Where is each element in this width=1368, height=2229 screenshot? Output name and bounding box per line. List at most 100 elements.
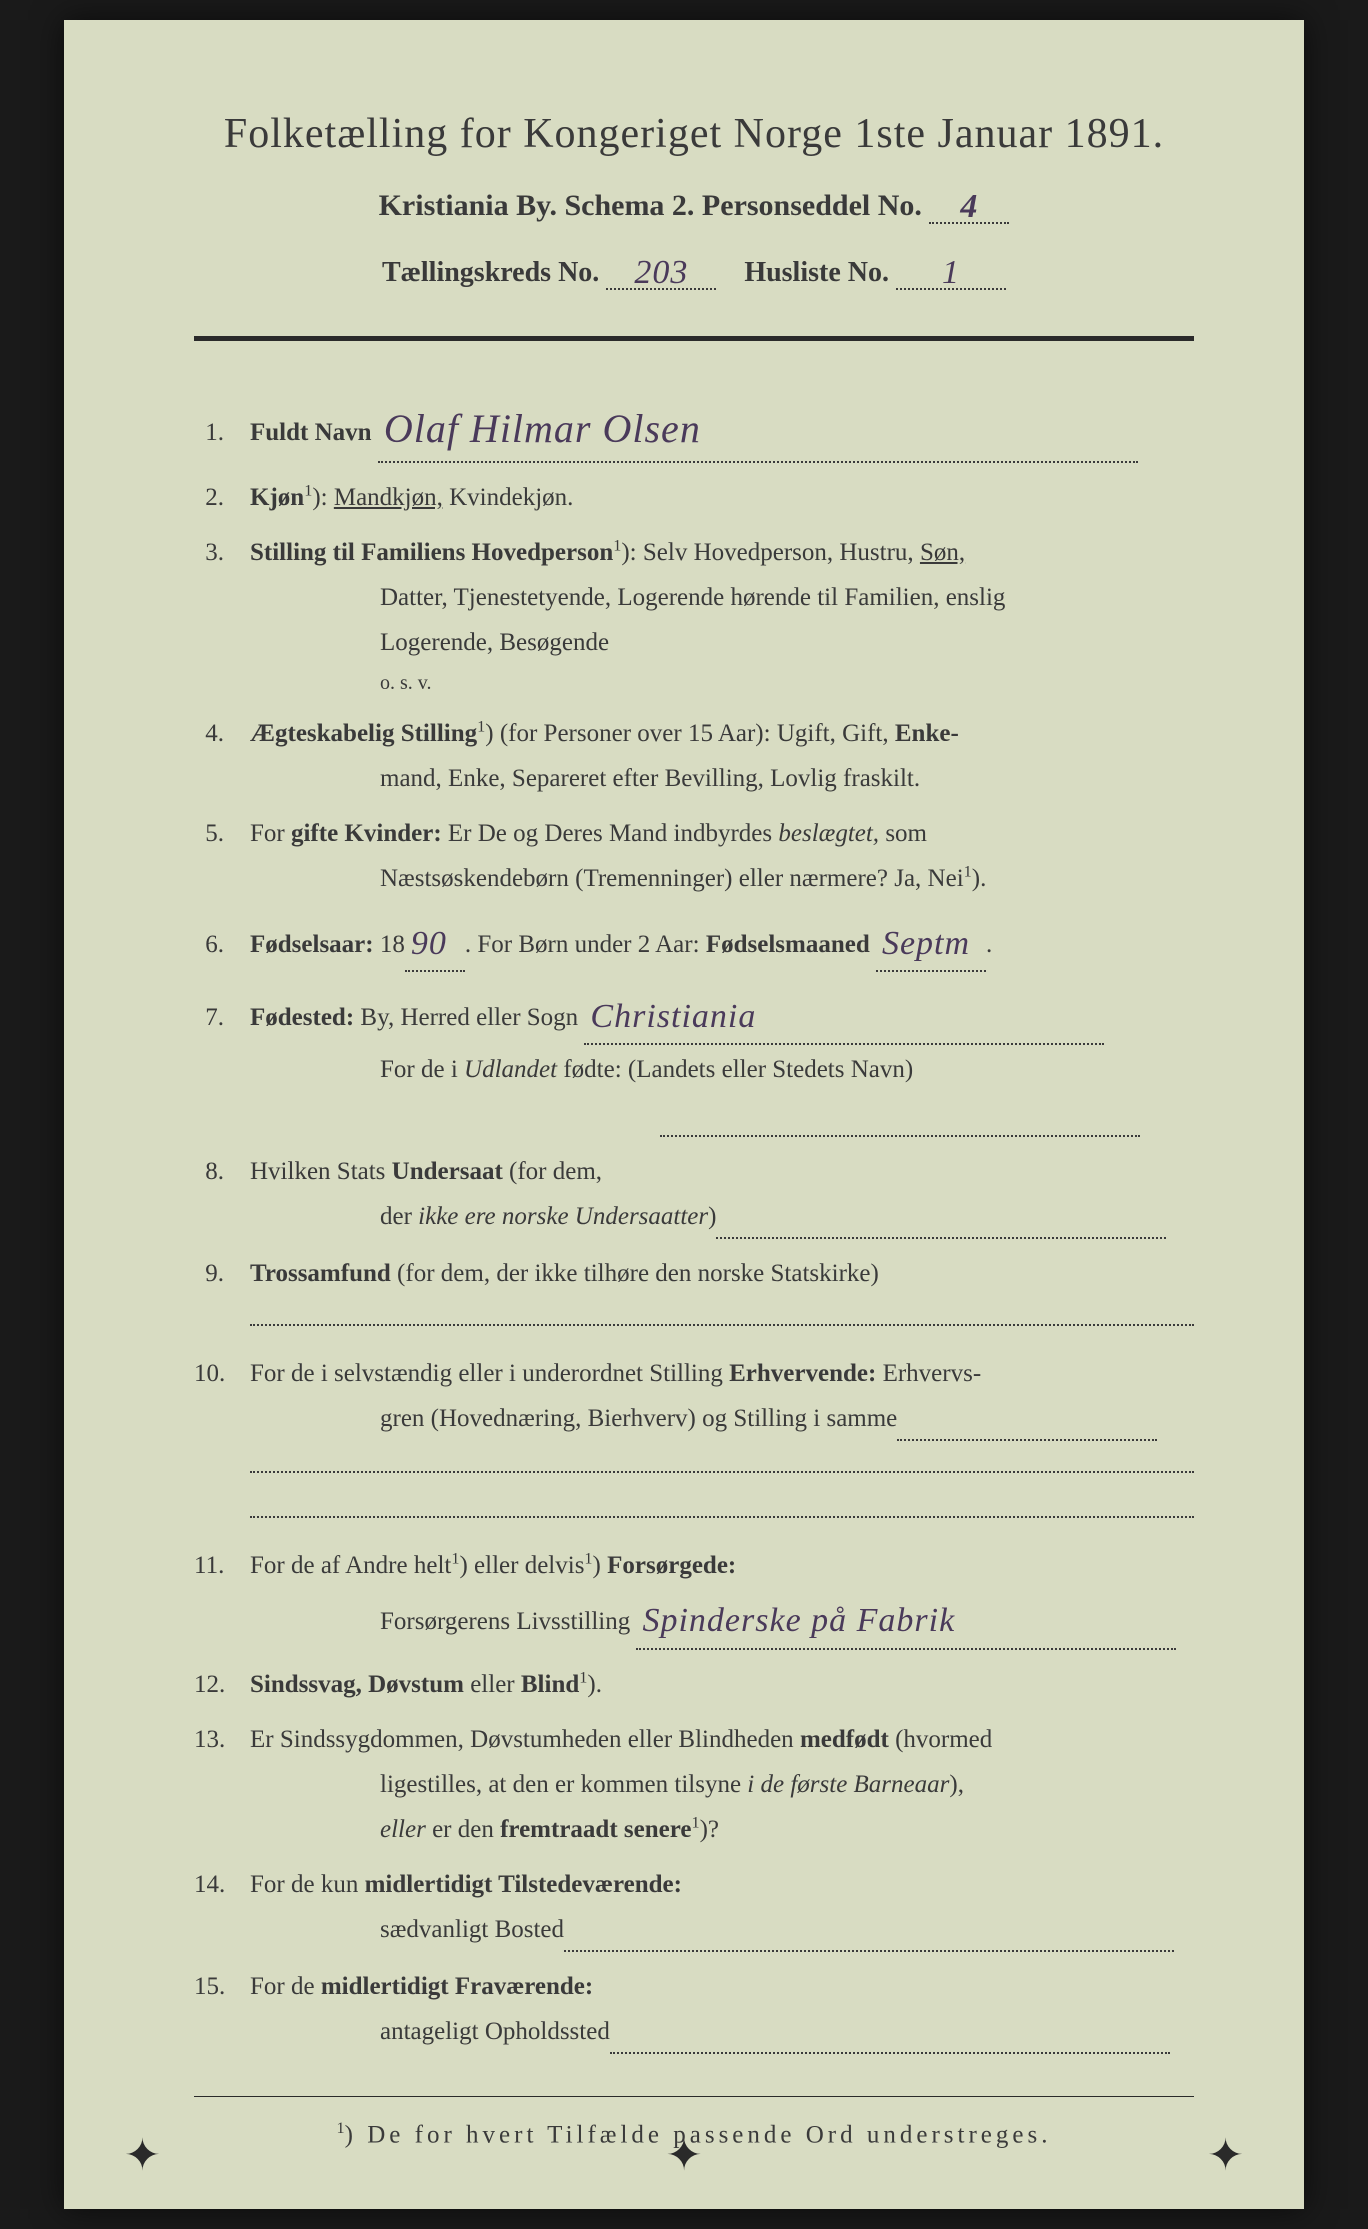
q13-line2: ligestilles, at den er kommen tilsyne i … [250,1762,1194,1807]
q13-line3: eller er den fremtraadt senere1)? [250,1807,1194,1852]
q3-body: Stilling til Familiens Hovedperson1): Se… [250,530,1194,701]
sub-prefix: Kristiania By. Schema 2. Personseddel No… [379,189,922,222]
q2-sep: ): [312,484,334,511]
q4-body: Ægteskabelig Stilling1) (for Personer ov… [250,711,1194,801]
q10-line4 [250,1488,1194,1533]
q8-1b: Undersaat [392,1158,503,1185]
q6-mid: . For Børn under 2 Aar: [465,931,706,958]
q11-line2: Forsørgerens Livsstilling Spinderske på … [250,1588,1194,1651]
q13-num: 13. [194,1717,250,1762]
q11-body: For de af Andre helt1) eller delvis1) Fo… [250,1543,1194,1651]
q7-line3 [250,1092,1194,1139]
q5-row: 5. For gifte Kvinder: Er De og Deres Man… [194,811,1194,901]
q11-s2: 1 [584,1550,592,1568]
q3-line3: Logerende, Besøgende [250,620,1194,665]
q3-row: 3. Stilling til Familiens Hovedperson1):… [194,530,1194,701]
q7-2b: Udlandet [464,1056,557,1083]
title-main: Folketælling for Kongeriget Norge 1ste J… [194,110,1194,158]
q9-line2 [250,1296,1194,1341]
tk-no: 203 [628,254,694,292]
q12-rb: Blind [521,1671,579,1698]
q5-2sup: 1 [964,863,972,881]
q2-body: Kjøn1): Mandkjøn, Kvindekjøn. [250,475,1194,520]
q7-2c: fødte: (Landets eller Stedets Navn) [557,1056,913,1083]
q8-1a: Hvilken Stats [250,1158,392,1185]
q13-1a: Er Sindssygdommen, Døvstumheden eller Bl… [250,1726,800,1753]
q15-1a: For de [250,1973,321,2000]
q1-body: Fuldt Navn Olaf Hilmar Olsen [250,391,1194,465]
q13-1b: medfødt [800,1726,889,1753]
q8-1c: (for dem, [503,1158,602,1185]
q10-body: For de i selvstændig eller i underordnet… [250,1351,1194,1533]
q4-label: Ægteskabelig Stilling [250,720,477,747]
q10-line3 [250,1443,1194,1488]
q9-rest: (for dem, der ikke tilhøre den norske St… [391,1260,879,1287]
q10-2: gren (Hovednæring, Bierhverv) og Stillin… [380,1405,897,1432]
q14-1b: midlertidigt Tilstedeværende: [365,1871,682,1898]
q6-month: Septm [876,913,976,974]
q11-1a: For de af Andre helt [250,1552,451,1579]
q9-row: 9. Trossamfund (for dem, der ikke tilhør… [194,1251,1194,1341]
q2-label: Kjøn [250,484,304,511]
q10-row: 10. For de i selvstændig eller i underor… [194,1351,1194,1533]
q10-line2: gren (Hovednæring, Bierhverv) og Stillin… [250,1396,1194,1443]
q7-body: Fødested: By, Herred eller Sogn Christia… [250,984,1194,1139]
form-list: 1. Fuldt Navn Olaf Hilmar Olsen 2. Kjøn1… [194,391,1194,2056]
husliste-no: 1 [936,254,966,292]
q13-1c: (hvormed [889,1726,992,1753]
q4-line2: mand, Enke, Separeret efter Bevilling, L… [250,756,1194,801]
q5-a: For [250,820,291,847]
q12-ra: eller [464,1671,521,1698]
q11-2a: Forsørgerens Livsstilling [380,1608,630,1635]
q14-1a: For de kun [250,1871,365,1898]
q7-1a: By, Herred eller Sogn [354,1004,578,1031]
q11-1d: Forsørgede: [607,1552,736,1579]
q1-label: Fuldt Navn [250,419,372,446]
q12-body: Sindssvag, Døvstum eller Blind1). [250,1662,1194,1707]
title-sub: Kristiania By. Schema 2. Personseddel No… [194,186,1194,226]
q5-2b: ). [972,865,987,892]
q5-2a: Næstsøskendebørn (Tremenninger) eller næ… [380,865,964,892]
q8-line2: der ikke ere norske Undersaatter) [250,1194,1194,1241]
q4-row: 4. Ægteskabelig Stilling1) (for Personer… [194,711,1194,801]
q5-e: som [879,820,927,847]
q5-num: 5. [194,811,250,856]
q2-opt1: Mandkjøn, [334,484,443,511]
q3-num: 3. [194,530,250,575]
q4-line1-sel: Enke- [895,720,959,747]
q12-rc: ). [587,1671,602,1698]
q8-2b: ikke ere norske Undersaatter [418,1203,708,1230]
q2-opt2: Kvindekjøn. [443,484,574,511]
q1-num: 1. [194,410,250,455]
q3-osv: o. s. v. [250,665,1194,701]
q15-1b: midlertidigt Fraværende: [321,1973,593,2000]
q12-num: 12. [194,1662,250,1707]
q1-value: Olaf Hilmar Olsen [378,393,707,465]
q6-year: 90 [405,913,453,974]
census-form-page: Folketælling for Kongeriget Norge 1ste J… [64,20,1304,2209]
q15-row: 15. For de midlertidigt Fraværende: anta… [194,1964,1194,2056]
q11-row: 11. For de af Andre helt1) eller delvis1… [194,1543,1194,1651]
q14-body: For de kun midlertidigt Tilstedeværende:… [250,1862,1194,1954]
q10-num: 10. [194,1351,250,1396]
q11-num: 11. [194,1543,250,1588]
q6-body: Fødselsaar: 1890. For Børn under 2 Aar: … [250,911,1194,974]
q10-1c: Erhvervs- [876,1360,981,1387]
q1-row: 1. Fuldt Navn Olaf Hilmar Olsen [194,391,1194,465]
q4-num: 4. [194,711,250,756]
q14-line2: sædvanligt Bosted [250,1907,1194,1954]
husliste-label: Husliste No. [744,257,889,288]
footnote-sup: 1 [337,2119,345,2137]
personseddel-no: 4 [954,188,984,226]
q5-b: gifte Kvinder: [291,820,442,847]
q15-2: antageligt Opholdssted [380,2018,610,2045]
q7-line2: For de i Udlandet fødte: (Landets eller … [250,1047,1194,1092]
q7-label: Fødested: [250,1004,354,1031]
q14-num: 14. [194,1862,250,1907]
q3-line1-sel: Søn, [920,539,965,566]
q14-row: 14. For de kun midlertidigt Tilstedevære… [194,1862,1194,1954]
q9-num: 9. [194,1251,250,1296]
q13-sup: 1 [691,1813,699,1831]
q6-yp: 18 [380,931,405,958]
q13-3a: eller [380,1816,426,1843]
